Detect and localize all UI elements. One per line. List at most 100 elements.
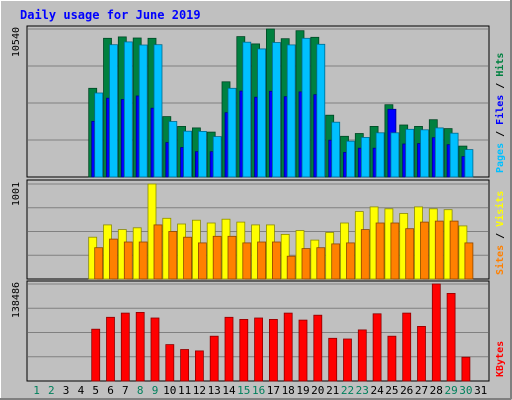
bar-pages-day-18 [286,44,296,178]
legend-separator: / [495,125,506,143]
bar-kbytes-day-22 [343,338,352,382]
bar-sites-day-13 [212,235,222,280]
bar-kbytes-day-29 [446,292,456,382]
bar-kbytes-day-9 [150,317,160,382]
bar-sites-day-20 [316,247,326,280]
x-tick-label-day-6: 6 [107,384,114,397]
bar-sites-day-19 [301,248,311,280]
bar-pages-day-27 [420,129,429,178]
bar-kbytes-day-19 [298,319,308,382]
x-tick-label-day-13: 13 [208,384,221,397]
bar-pages-day-13 [212,136,222,178]
x-tick-label-day-23: 23 [356,384,369,397]
bar-sites-day-24 [375,222,385,280]
bar-pages-day-12 [197,130,207,178]
x-tick-label-day-9: 9 [152,384,159,397]
bar-sites-day-29 [449,220,459,280]
y-max-label: 10540 [11,27,22,57]
bar-pages-day-10 [168,121,178,178]
legend-files: Files [494,95,506,125]
panel-legend: KBytes [495,341,506,377]
bar-pages-day-17 [271,42,281,178]
bar-kbytes-day-25 [387,335,397,382]
bar-kbytes-day-10 [165,344,175,382]
bar-pages-day-7 [123,41,133,178]
bar-kbytes-day-14 [224,316,234,382]
panel-legend: Pages / Files / Hits [494,53,506,173]
bar-sites-day-25 [390,222,400,280]
x-tick-label-day-19: 19 [296,384,309,397]
x-tick-label-day-5: 5 [92,384,99,397]
bar-pages-day-26 [405,128,415,178]
x-tick-label-day-20: 20 [311,384,324,397]
bar-sites-day-17 [271,241,281,280]
x-tick-label-day-7: 7 [122,384,129,397]
bar-sites-day-21 [331,243,341,280]
bar-kbytes-day-17 [268,318,278,382]
bar-pages-day-30 [464,149,474,178]
legend-hits: Hits [494,53,506,77]
panel-visits: 1001 Sites / Visits [11,179,506,280]
panel-legend: Sites / Visits [494,191,506,275]
bar-pages-day-29 [449,132,459,178]
x-tick-label-day-8: 8 [137,384,144,397]
bar-kbytes-day-8 [135,311,145,382]
bar-sites-day-28 [434,220,444,280]
legend-separator: / [495,77,506,95]
bar-pages-day-9 [153,44,163,178]
bar-pages-day-15 [242,41,252,178]
bar-kbytes-day-11 [180,349,190,382]
x-tick-label-day-12: 12 [193,384,206,397]
bar-sites-day-15 [242,242,252,280]
panel-kbytes: 138486 KBytes [11,280,506,382]
bar-pages-day-24 [375,132,385,178]
legend-text: Sites / Visits [494,191,506,275]
legend-kbytes: KBytes [495,341,506,377]
x-tick-label-day-24: 24 [370,384,384,397]
bar-sites-day-27 [420,221,429,280]
bar-sites-day-11 [183,236,193,280]
legend-visits: Visits [494,191,506,227]
bar-kbytes-day-28 [431,283,441,382]
bar-sites-day-9 [153,224,163,280]
x-tick-label-day-10: 10 [163,384,176,397]
x-tick-label-day-15: 15 [237,384,250,397]
legend-sites: Sites [494,245,506,275]
chart-panels: 10540 Pages / Files / Hits 1001 Sites / Vis… [11,25,506,382]
x-tick-label-day-16: 16 [252,384,265,397]
bar-kbytes-day-27 [417,325,426,382]
x-tick-label-day-2: 2 [48,384,55,397]
bar-sites-day-14 [227,235,237,280]
x-tick-label-day-28: 28 [430,384,443,397]
x-tick-label-day-14: 14 [222,384,236,397]
bar-pages-day-14 [227,87,237,178]
x-tick-label-day-18: 18 [282,384,295,397]
bar-sites-day-26 [405,228,415,280]
bar-kbytes-day-5 [91,328,101,382]
bar-sites-day-18 [286,255,296,280]
bar-sites-day-23 [360,229,370,280]
bar-sites-day-5 [94,247,104,280]
bar-sites-day-7 [123,241,133,280]
bar-sites-day-8 [138,241,148,280]
x-tick-label-day-3: 3 [63,384,70,397]
bar-kbytes-day-16 [254,317,264,382]
bar-pages-day-25 [390,132,400,178]
bar-kbytes-day-13 [209,335,219,382]
panel-requests: 10540 Pages / Files / Hits [11,25,506,178]
bar-pages-day-19 [301,37,311,178]
bar-pages-day-5 [94,92,104,178]
legend-text: Pages / Files / Hits [494,53,506,173]
x-tick-label-day-26: 26 [400,384,413,397]
x-tick-label-day-17: 17 [267,384,280,397]
x-tick-label-day-1: 1 [33,384,40,397]
legend-text: KBytes [495,341,506,377]
legend-separator: / [495,227,506,245]
bar-kbytes-day-7 [120,312,130,382]
x-tick-label-day-11: 11 [178,384,191,397]
x-axis: 1 2 3 4 5 6 7 8 9 10 11 12 13 14 15 16 17 18 19 20 21 22 23 24 2… [33,384,487,397]
bar-sites-day-10 [168,231,178,280]
bar-kbytes-day-15 [239,318,249,382]
